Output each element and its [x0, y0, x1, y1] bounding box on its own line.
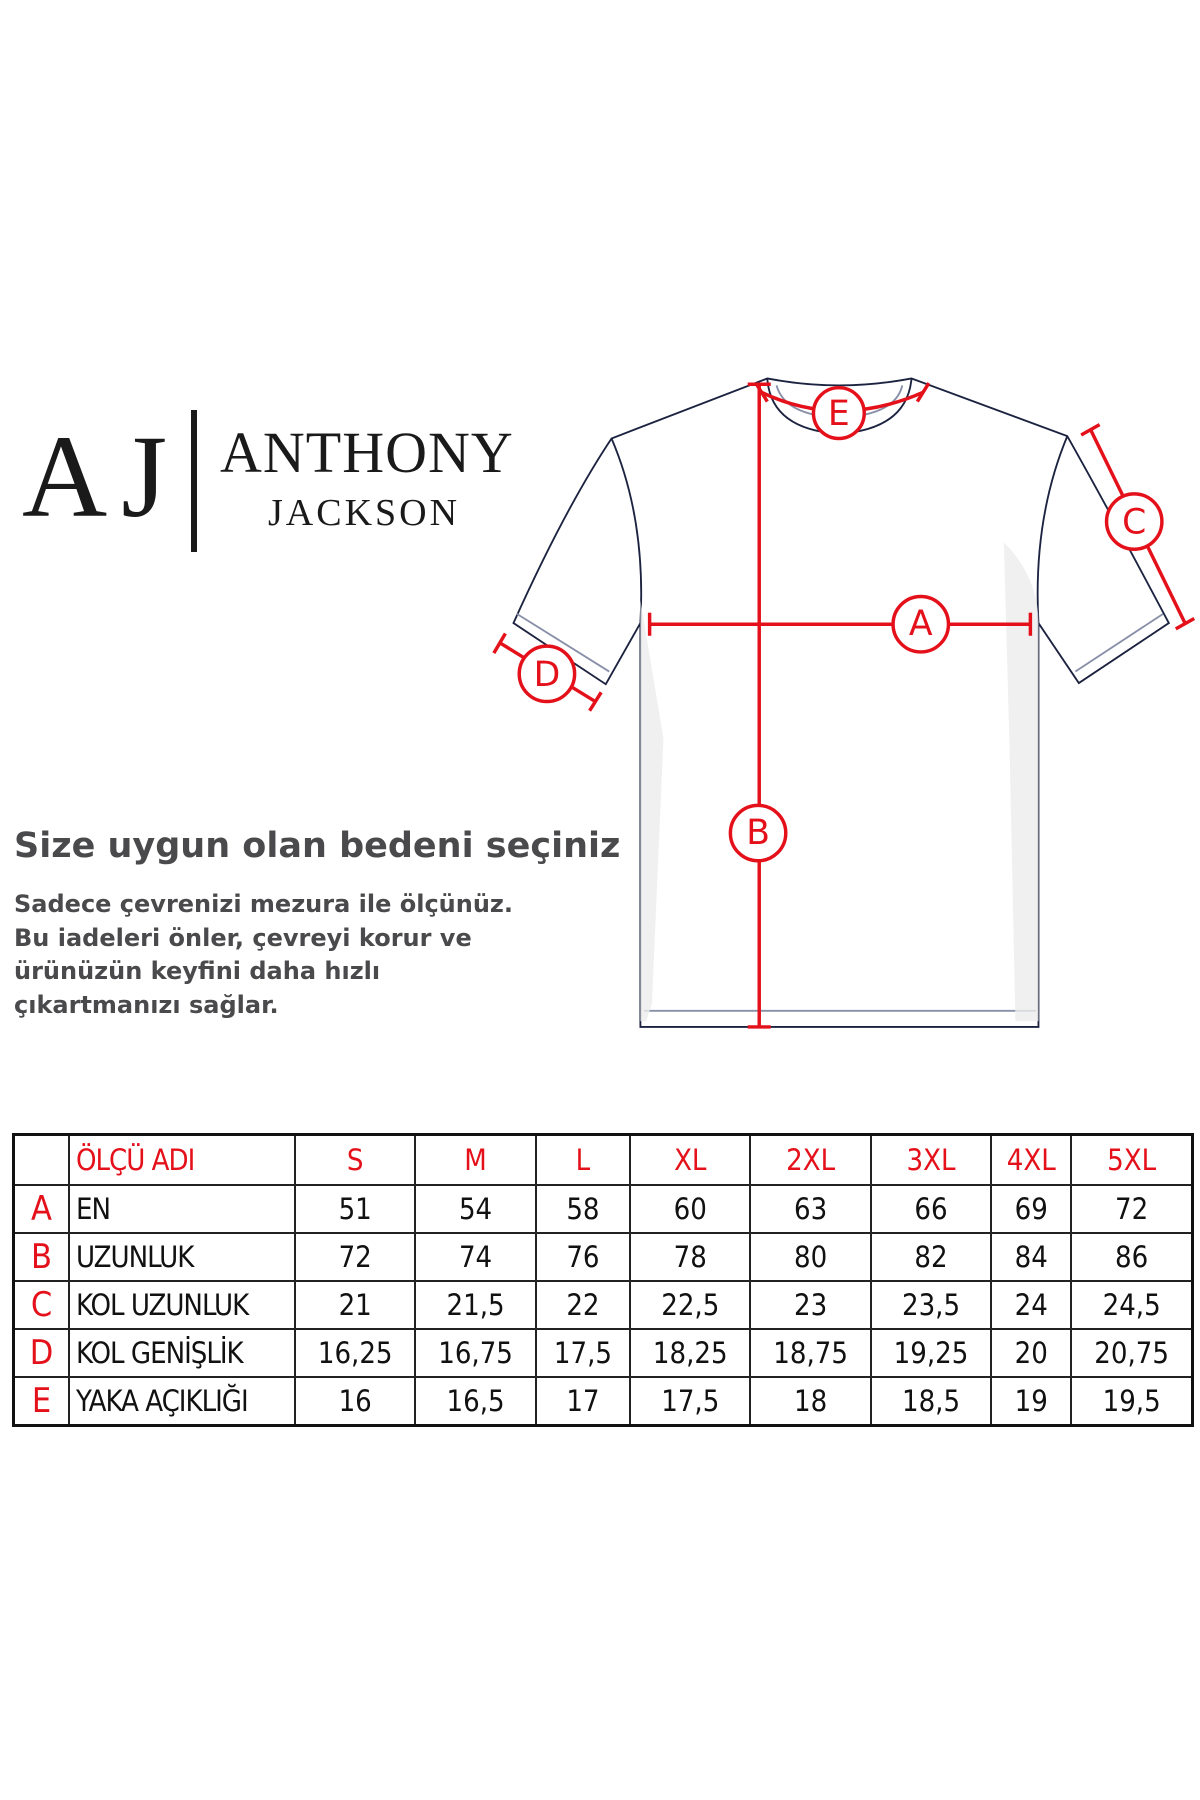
label-d: D [534, 655, 561, 695]
table-header-row: ÖLÇÜ ADI S M L XL 2XL 3XL 4XL 5XL [12, 1133, 1194, 1186]
logo-divider [191, 410, 197, 552]
size-table: ÖLÇÜ ADI S M L XL 2XL 3XL 4XL 5XL A EN 51 54 58 60 63… [12, 1133, 1194, 1427]
label-e: E [828, 394, 850, 434]
value-cell: 20 [990, 1328, 1073, 1378]
corner-cell [12, 1133, 70, 1186]
header-size-2xl: 2XL [749, 1133, 872, 1186]
row-measure-name: EN [68, 1184, 296, 1234]
value-cell: 19 [990, 1376, 1073, 1427]
tshirt-outline [512, 377, 1171, 1028]
header-size-l: L [534, 1133, 632, 1186]
header-size-m: M [414, 1133, 537, 1186]
value-cell: 18,75 [749, 1328, 872, 1378]
instruction-line: Sadece çevrenizi mezura ile ölçünüz. [14, 890, 514, 918]
row-measure-name: KOL UZUNLUK [68, 1280, 296, 1330]
value-cell: 23,5 [869, 1280, 993, 1330]
header-measure-name: ÖLÇÜ ADI [68, 1133, 296, 1186]
brand-name-line1: ANTHONY [220, 420, 514, 485]
table-row: A EN 51 54 58 60 63 66 69 72 [12, 1184, 1194, 1234]
instruction-line: çıkartmanızı sağlar. [14, 990, 279, 1019]
row-measure-name: KOL GENİŞLİK [68, 1328, 296, 1378]
value-cell: 19,25 [869, 1328, 993, 1378]
header-size-s: S [293, 1133, 417, 1186]
value-cell: 17,5 [629, 1376, 752, 1427]
tshirt-shading [640, 542, 1039, 1022]
row-letter: B [12, 1232, 70, 1282]
header-size-5xl: 5XL [1070, 1133, 1194, 1186]
value-cell: 84 [990, 1232, 1073, 1282]
value-cell: 21 [293, 1280, 417, 1330]
value-cell: 20,75 [1070, 1328, 1194, 1378]
value-cell: 54 [414, 1184, 537, 1234]
value-cell: 16,5 [414, 1376, 537, 1427]
row-measure-name: UZUNLUK [68, 1232, 296, 1282]
value-cell: 82 [869, 1232, 993, 1282]
measure-d [492, 632, 603, 712]
value-cell: 18 [749, 1376, 872, 1427]
value-cell: 22,5 [629, 1280, 752, 1330]
value-cell: 80 [749, 1232, 872, 1282]
row-letter: C [12, 1280, 70, 1330]
value-cell: 76 [534, 1232, 632, 1282]
value-cell: 63 [749, 1184, 872, 1234]
value-cell: 78 [629, 1232, 752, 1282]
value-cell: 17,5 [534, 1328, 632, 1378]
value-cell: 24,5 [1070, 1280, 1194, 1330]
value-cell: 22 [534, 1280, 632, 1330]
value-cell: 60 [629, 1184, 752, 1234]
page-heading: Size uygun olan bedeni seçiniz [14, 826, 621, 866]
value-cell: 19,5 [1070, 1376, 1194, 1427]
brand-monogram: AJ [22, 411, 182, 542]
row-letter: E [12, 1376, 70, 1427]
value-cell: 21,5 [414, 1280, 537, 1330]
value-cell: 72 [293, 1232, 417, 1282]
instruction-line: Bu iadeleri önler, çevreyi korur ve [14, 923, 472, 952]
value-cell: 18,5 [869, 1376, 993, 1427]
measure-c [1080, 423, 1196, 631]
value-cell: 24 [990, 1280, 1073, 1330]
table-row: E YAKA AÇIKLIĞI 16 16,5 17 17,5 18 18,5 19 19,5 [12, 1376, 1194, 1427]
header-size-3xl: 3XL [869, 1133, 993, 1186]
label-a: A [909, 604, 933, 644]
measure-a [647, 594, 1033, 654]
value-cell: 23 [749, 1280, 872, 1330]
value-cell: 86 [1070, 1232, 1194, 1282]
header-size-xl: XL [629, 1133, 752, 1186]
header-size-4xl: 4XL [990, 1133, 1073, 1186]
value-cell: 16 [293, 1376, 417, 1427]
row-measure-name: YAKA AÇIKLIĞI [68, 1376, 296, 1427]
measure-e [754, 382, 931, 441]
measure-b [728, 382, 788, 1029]
instruction-line: ürünüzün keyfini daha hızlı [14, 957, 381, 985]
value-cell: 17 [534, 1376, 632, 1427]
value-cell: 72 [1070, 1184, 1194, 1234]
value-cell: 16,75 [414, 1328, 537, 1378]
value-cell: 66 [869, 1184, 993, 1234]
brand-name-line2: JACKSON [268, 492, 461, 534]
value-cell: 74 [414, 1232, 537, 1282]
value-cell: 18,25 [629, 1328, 752, 1378]
value-cell: 16,25 [293, 1328, 417, 1378]
value-cell: 69 [990, 1184, 1073, 1234]
row-letter: D [12, 1328, 70, 1378]
value-cell: 58 [534, 1184, 632, 1234]
label-b: B [746, 813, 770, 853]
table-row: C KOL UZUNLUK 21 21,5 22 22,5 23 23,5 24 24,5 [12, 1280, 1194, 1330]
label-c: C [1122, 503, 1146, 543]
table-row: B UZUNLUK 72 74 76 78 80 82 84 86 [12, 1232, 1194, 1282]
row-letter: A [12, 1184, 70, 1234]
instructions: Sadece çevrenizi mezura ile ölçünüz. Bu … [14, 888, 513, 1022]
table-row: D KOL GENİŞLİK 16,25 16,75 17,5 18,25 18,75 19,… [12, 1328, 1194, 1378]
value-cell: 51 [293, 1184, 417, 1234]
